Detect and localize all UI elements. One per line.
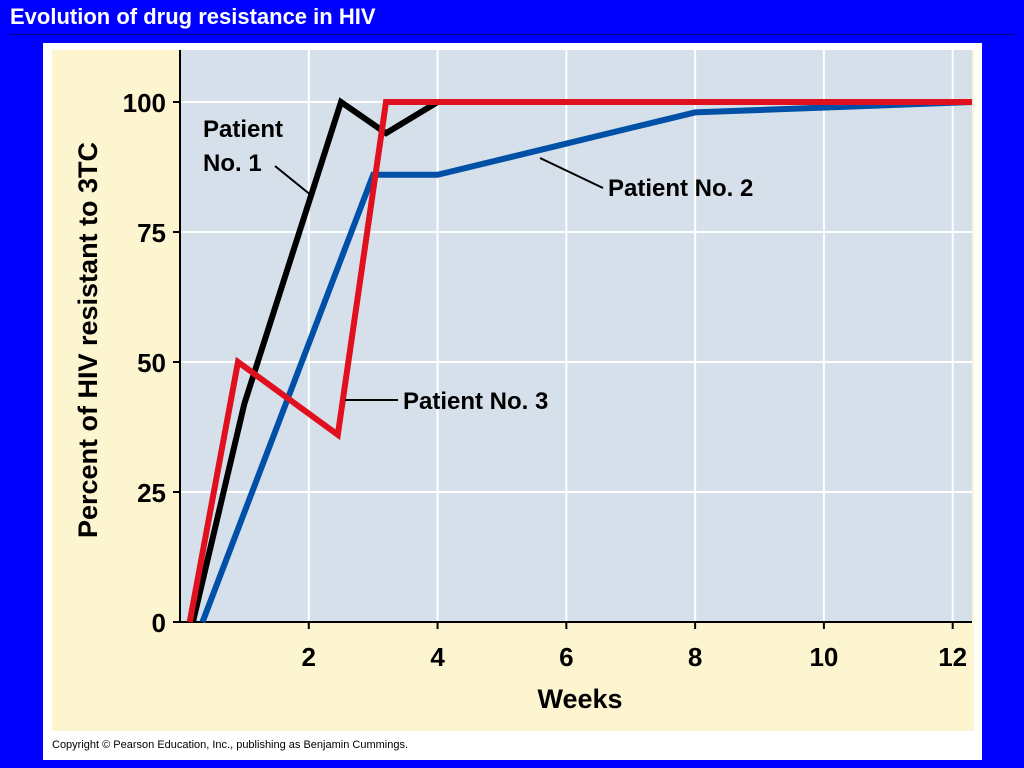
x-tick-label: 2: [302, 642, 316, 672]
x-tick-label: 12: [938, 642, 967, 672]
annotation-leader: [539, 157, 604, 189]
grid-lines: [180, 50, 972, 622]
y-tick-label: 100: [123, 88, 166, 118]
y-tick-label: 50: [137, 348, 166, 378]
series-line-patient-no-3: [186, 99, 972, 623]
y-tick-label: 25: [137, 478, 166, 508]
plot-area: [180, 50, 972, 622]
x-tick-label: 6: [559, 642, 573, 672]
slide-title: Evolution of drug resistance in HIV: [10, 4, 376, 29]
data-series: [186, 97, 973, 624]
series-annotation-label: Patient: [203, 116, 283, 143]
x-tick-label: 8: [688, 642, 702, 672]
x-tick-label: 4: [430, 642, 445, 672]
y-tick-label: 75: [137, 218, 166, 248]
x-tick-labels: 2 4 6 8 10 12: [302, 642, 968, 672]
copyright-notice: Copyright © Pearson Education, Inc., pub…: [52, 739, 409, 751]
y-tick-labels: 0 25 50 75 100: [123, 88, 166, 638]
series-annotation-label: No. 1: [203, 150, 262, 177]
series-annotation-label: Patient No. 3: [403, 388, 548, 415]
series-annotation-label: Patient No. 2: [608, 175, 753, 202]
axes: [173, 50, 972, 629]
y-tick-label: 0: [152, 608, 166, 638]
annotation-leader: [274, 165, 313, 197]
x-tick-label: 10: [809, 642, 838, 672]
title-divider: [10, 34, 1014, 35]
x-axis-title: Weeks: [537, 684, 622, 714]
series-annotations: Patient No. 1 Patient No. 2 Patient No. 3: [203, 116, 753, 415]
series-line-patient-no-2: [199, 99, 973, 624]
y-axis-title: Percent of HIV resistant to 3TC: [73, 142, 103, 538]
